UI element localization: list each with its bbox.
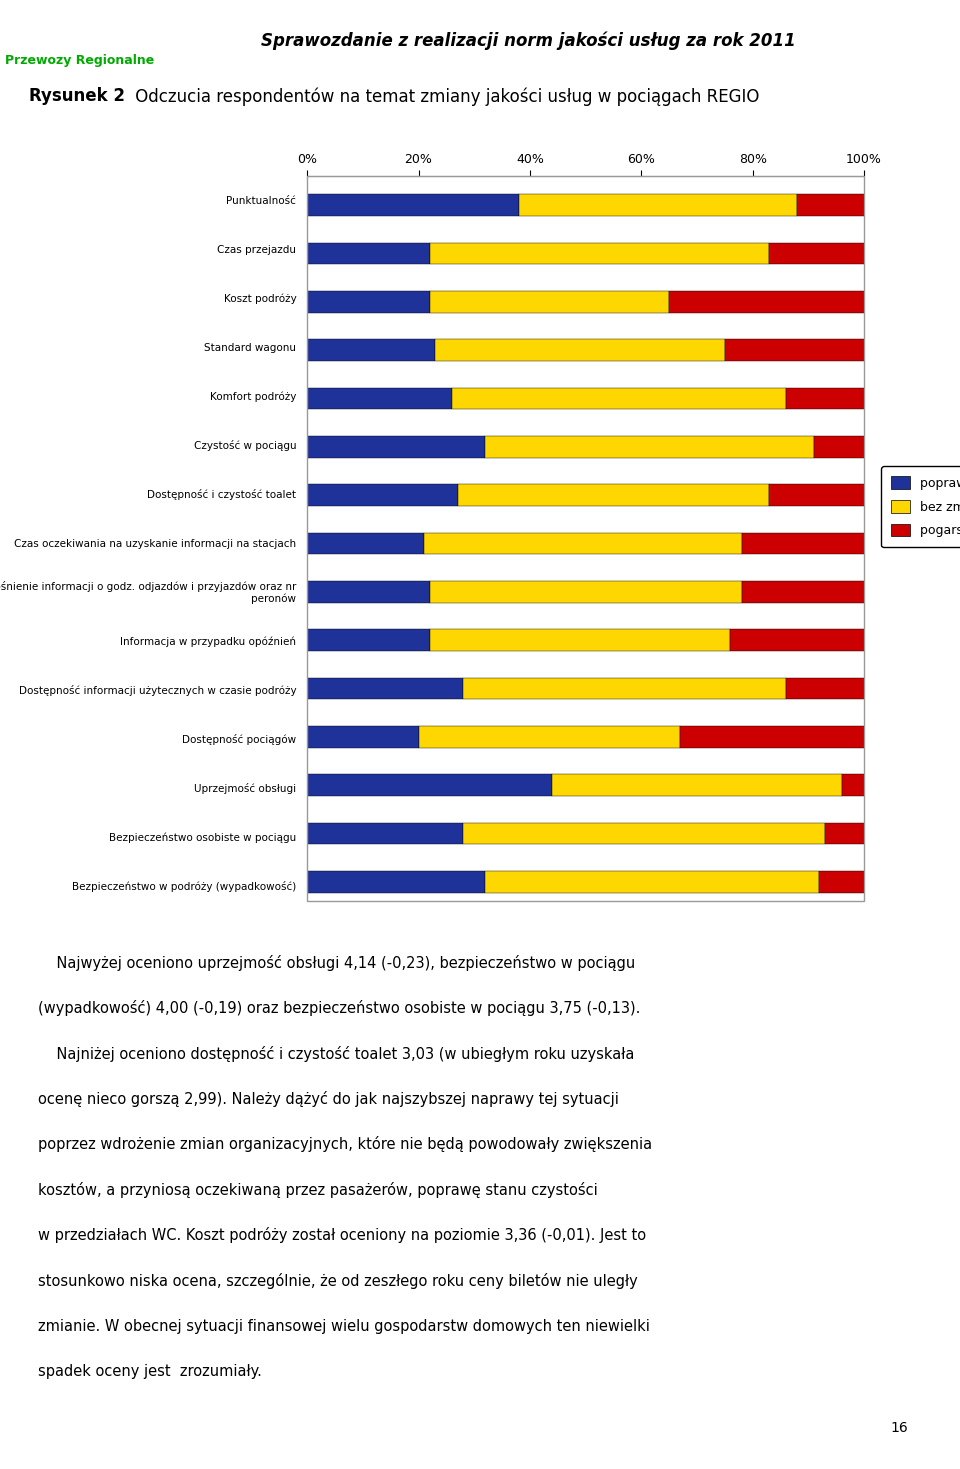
Bar [419,726,681,748]
Bar [786,677,864,699]
Bar [307,436,486,458]
Text: Odczucia respondentów na temat zmiany jakości usług w pociągach REGIO: Odczucia respondentów na temat zmiany ja… [130,87,759,106]
Bar [307,871,864,893]
Text: Dostępność i nagłośnienie informacji o godz. odjazdów i przyjazdów oraz nr
peron: Dostępność i nagłośnienie informacji o g… [0,580,297,604]
Text: 16: 16 [891,1421,908,1435]
Bar [797,194,864,216]
Text: Dostępność pociągów: Dostępność pociągów [182,734,297,745]
Bar [307,823,463,845]
Text: Dostępność i czystość toalet: Dostępność i czystość toalet [147,489,297,499]
Bar [307,485,864,507]
Bar [307,242,864,264]
Text: Uprzejmość obsługi: Uprzejmość obsługi [194,783,297,793]
Bar [307,580,864,602]
Bar [307,774,552,796]
Bar [463,823,825,845]
Bar [435,339,725,361]
Bar [814,436,864,458]
Bar [307,629,430,651]
Bar [731,629,864,651]
Bar [669,291,864,313]
Bar [725,339,864,361]
Bar [842,774,864,796]
Bar [452,388,786,410]
Text: Dostępność informacji użytecznych w czasie podróży: Dostępność informacji użytecznych w czas… [19,685,297,696]
Text: Bezpieczeństwo w podróży (wypadkowość): Bezpieczeństwo w podróży (wypadkowość) [72,881,297,892]
Legend: popraw ia się, bez zmian, pogarsza się: popraw ia się, bez zmian, pogarsza się [881,466,960,548]
Bar [825,823,864,845]
Bar [307,533,864,554]
Bar [307,726,864,748]
Bar [307,823,864,845]
Bar [307,291,864,313]
Bar [307,533,424,554]
Text: poprzez wdrożenie zmian organizacyjnych, które nie będą powodowały zwiększenia: poprzez wdrożenie zmian organizacyjnych,… [38,1137,653,1153]
Text: Koszt podróży: Koszt podróży [224,294,297,304]
Text: stosunkowo niska ocena, szczególnie, że od zeszłego roku ceny biletów nie uległy: stosunkowo niska ocena, szczególnie, że … [38,1272,638,1288]
Bar [307,629,864,651]
Bar [307,388,452,410]
Text: zmianie. W obecnej sytuacji finansowej wielu gospodarstw domowych ten niewielki: zmianie. W obecnej sytuacji finansowej w… [38,1319,650,1334]
Text: Czas przejazdu: Czas przejazdu [217,245,297,254]
Bar [430,291,669,313]
Text: Czas oczekiwania na uzyskanie informacji na stacjach: Czas oczekiwania na uzyskanie informacji… [14,539,297,548]
Bar [786,388,864,410]
Text: w przedziałach WC. Koszt podróży został oceniony na poziomie 3,36 (-0,01). Jest : w przedziałach WC. Koszt podróży został … [38,1227,646,1243]
Text: ocenę nieco gorszą 2,99). Należy dążyć do jak najszybszej naprawy tej sytuacji: ocenę nieco gorszą 2,99). Należy dążyć d… [38,1091,619,1108]
Bar [307,388,864,410]
Bar [820,871,864,893]
Text: Sprawozdanie z realizacji norm jakości usług za rok 2011: Sprawozdanie z realizacji norm jakości u… [260,31,796,50]
Bar [486,436,814,458]
Bar [769,485,864,507]
Bar [0,0,221,81]
Bar [307,339,435,361]
Text: Czystość w pociągu: Czystość w pociągu [194,441,297,451]
Bar [430,580,741,602]
Bar [307,291,430,313]
Text: Najwyżej oceniono uprzejmość obsługi 4,14 (-0,23), bezpieczeństwo w pociągu: Najwyżej oceniono uprzejmość obsługi 4,1… [38,955,636,971]
Bar [681,726,864,748]
Bar [307,242,430,264]
Text: spadek oceny jest  zrozumiały.: spadek oceny jest zrozumiały. [38,1365,262,1379]
Bar [307,194,864,216]
Bar [552,774,842,796]
Text: Komfort podróży: Komfort podróży [210,391,297,403]
Bar [307,677,864,699]
Text: Informacja w przypadku opóźnień: Informacja w przypadku opóźnień [120,636,297,646]
Bar [307,677,463,699]
Bar [430,629,731,651]
Bar [769,242,864,264]
Text: Przewozy Regionalne: Przewozy Regionalne [5,54,154,68]
Text: Standard wagonu: Standard wagonu [204,342,297,353]
Text: kosztów, a przyniosą oczekiwaną przez pasażerów, poprawę stanu czystości: kosztów, a przyniosą oczekiwaną przez pa… [38,1183,598,1197]
Bar [307,774,864,796]
Bar [518,194,797,216]
Bar [458,485,769,507]
Bar [307,726,419,748]
Bar [307,436,864,458]
Bar [307,339,864,361]
Bar [486,871,820,893]
Bar [307,871,486,893]
Text: Punktualność: Punktualność [227,195,297,206]
Bar [307,194,518,216]
Bar [307,485,458,507]
Bar [424,533,741,554]
Text: Rysunek 2: Rysunek 2 [29,87,125,106]
Text: Najniżej oceniono dostępność i czystość toalet 3,03 (w ubiegłym roku uzyskała: Najniżej oceniono dostępność i czystość … [38,1046,635,1062]
Text: (wypadkowość) 4,00 (-0,19) oraz bezpieczeństwo osobiste w pociągu 3,75 (-0,13).: (wypadkowość) 4,00 (-0,19) oraz bezpiecz… [38,1000,640,1017]
Bar [741,533,864,554]
Text: Bezpieczeństwo osobiste w pociągu: Bezpieczeństwo osobiste w pociągu [109,831,297,843]
Bar [430,242,769,264]
Bar [307,580,430,602]
Bar [463,677,786,699]
Bar [741,580,864,602]
